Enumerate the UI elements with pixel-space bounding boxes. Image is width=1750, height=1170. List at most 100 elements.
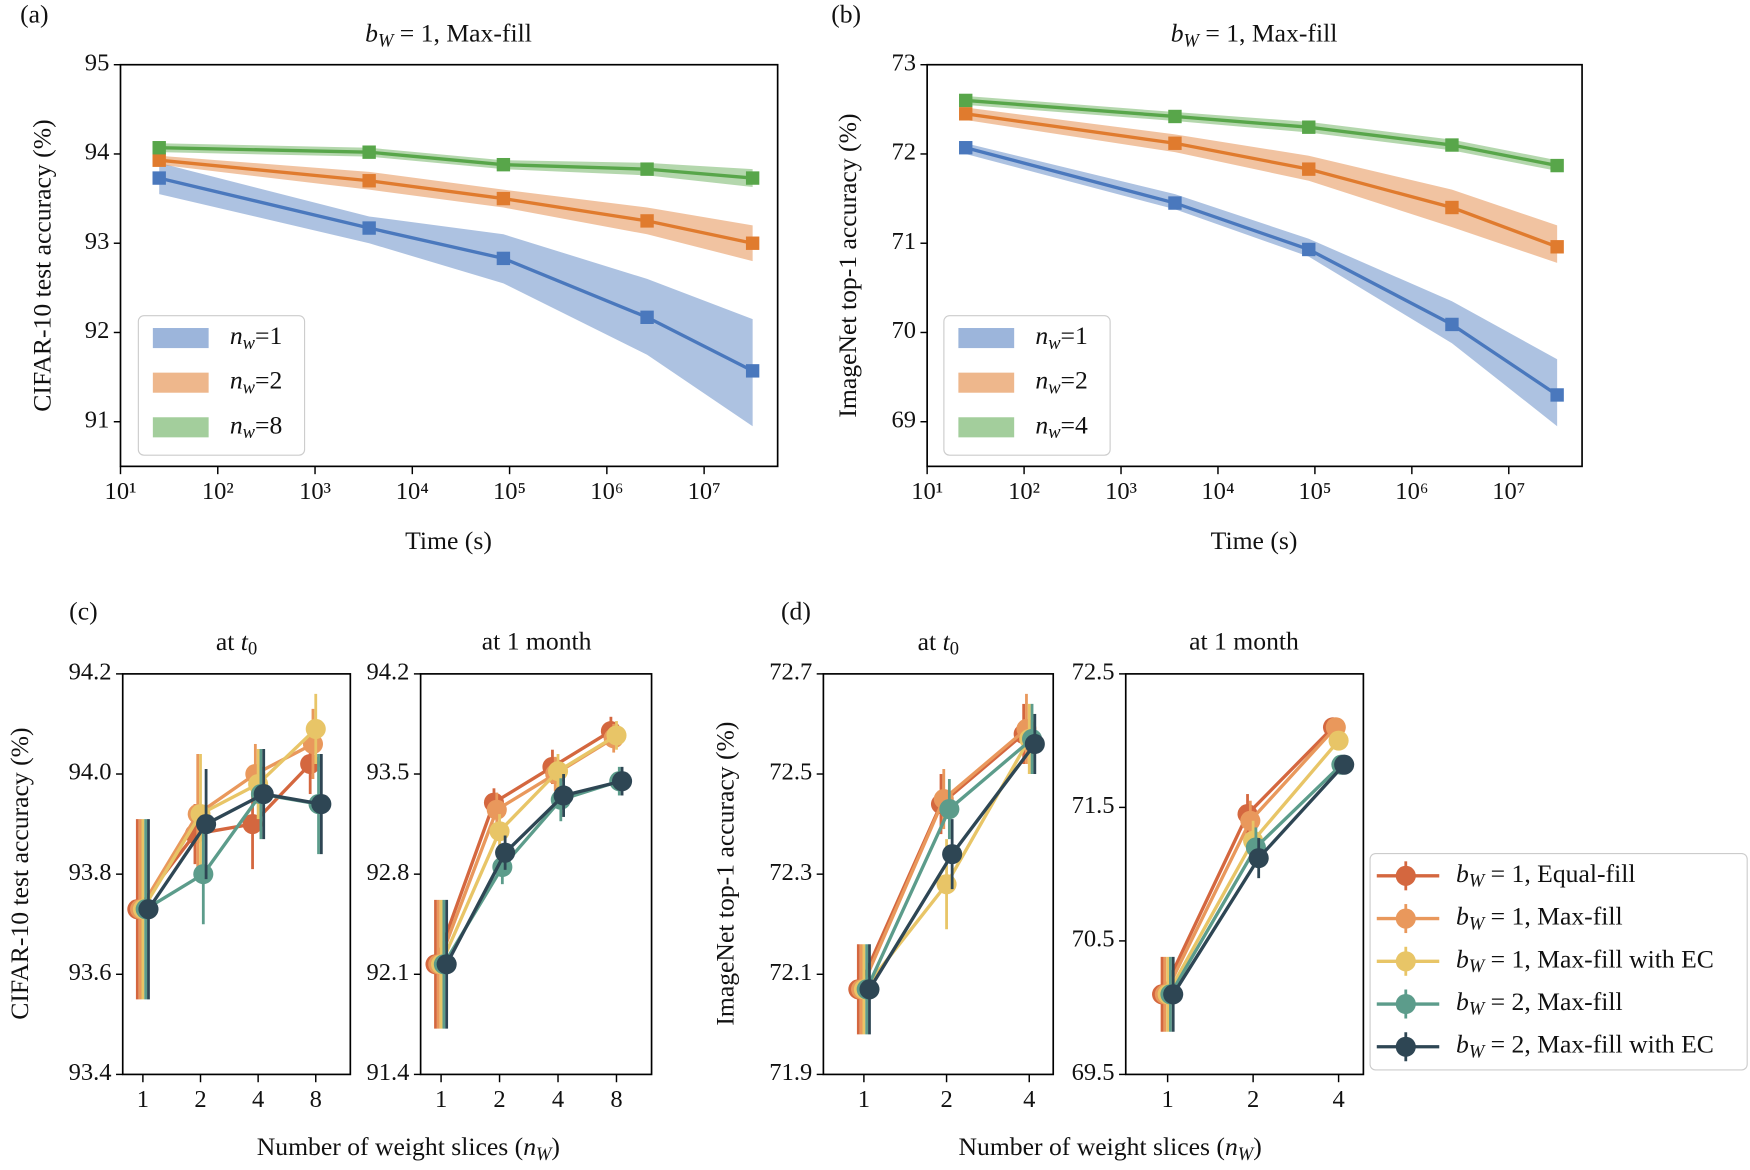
legend-swatch <box>152 372 209 393</box>
y-axis-label: ImageNet top-1 accuracy (%) <box>833 113 862 417</box>
x-tick-label: 1 <box>858 1086 870 1113</box>
x-tick-label: 10⁶ <box>590 478 623 505</box>
y-axis-label: ImageNet top-1 accuracy (%) <box>710 722 739 1026</box>
y-tick-label: 71.5 <box>1072 792 1115 819</box>
y-tick-label: 72.1 <box>769 959 812 986</box>
data-point <box>745 236 760 250</box>
y-tick-label: 94.2 <box>367 659 410 686</box>
panel-label: (c) <box>69 597 97 626</box>
data-point <box>959 93 973 108</box>
data-point <box>745 171 760 185</box>
x-axis-label: Time (s) <box>1211 526 1298 555</box>
legend-label: bW​ = 2, Max-fill with EC <box>1456 1030 1714 1062</box>
data-point <box>193 864 214 885</box>
y-tick-label: 70.5 <box>1072 926 1115 953</box>
data-point <box>486 799 507 820</box>
data-point <box>362 221 376 235</box>
y-tick-label: 72.7 <box>769 659 812 686</box>
data-point <box>436 954 457 975</box>
y-tick-label: 93.8 <box>69 859 112 886</box>
x-tick-label: 4 <box>252 1086 264 1113</box>
y-tick-label: 93.4 <box>69 1059 112 1086</box>
legend-label: bW​ = 1, Max-fill with EC <box>1456 944 1714 976</box>
data-point <box>606 725 627 746</box>
data-point <box>1168 136 1182 150</box>
y-tick-label: 91.4 <box>367 1059 410 1086</box>
y-tick-label: 94.0 <box>69 759 112 786</box>
legend-label: nw​=8 <box>230 410 282 442</box>
confidence-band <box>159 155 753 262</box>
y-tick-label: 92.8 <box>367 859 410 886</box>
y-tick-label: 71.9 <box>769 1059 812 1086</box>
y-tick-label: 94.2 <box>69 659 112 686</box>
x-tick-label: 10⁵ <box>1298 478 1331 505</box>
legend-marker <box>1395 908 1416 929</box>
data-point <box>1550 240 1564 254</box>
chart-title: at 1 month <box>482 627 592 656</box>
data-point <box>495 842 516 863</box>
data-point <box>745 364 760 378</box>
x-axis-label: Number of weight slices (nW​) <box>257 1132 560 1164</box>
y-tick-label: 94 <box>85 139 110 166</box>
x-tick-label: 2 <box>493 1086 505 1113</box>
data-point <box>547 761 569 782</box>
series-line <box>147 792 322 911</box>
chart-title: at 1 month <box>1189 627 1299 656</box>
legend-label: bW​ = 1, Equal-fill <box>1456 859 1636 891</box>
legend-marker <box>1395 951 1416 972</box>
x-tick-label: 10² <box>202 478 234 505</box>
data-point <box>1302 242 1316 257</box>
plot-frame <box>822 673 1055 1076</box>
data-point <box>1302 120 1316 134</box>
data-point <box>1163 984 1184 1005</box>
data-point <box>640 310 654 324</box>
data-point <box>496 157 511 172</box>
y-axis-label: CIFAR-10 test accuracy (%) <box>5 727 34 1019</box>
legend-swatch <box>152 417 209 438</box>
y-tick-label: 72.3 <box>769 859 812 886</box>
x-tick-label: 4 <box>1023 1086 1035 1113</box>
y-tick-label: 72.5 <box>769 759 812 786</box>
x-tick-label: 4 <box>1332 1086 1344 1113</box>
y-axis-label: CIFAR-10 test accuracy (%) <box>28 119 57 411</box>
panel-label: (d) <box>781 597 811 626</box>
series-line <box>141 727 317 911</box>
data-point <box>305 718 326 739</box>
x-tick-label: 10⁴ <box>1201 478 1234 505</box>
data-point <box>1328 730 1349 751</box>
legend-box <box>1369 852 1748 1071</box>
x-tick-label: 10⁵ <box>493 478 526 505</box>
legend-label: nw​=1 <box>230 321 282 353</box>
plot-frame <box>419 673 653 1076</box>
data-point <box>1168 196 1182 210</box>
legend-swatch <box>152 328 209 349</box>
chart-title: at t0​ <box>216 627 257 659</box>
y-tick-label: 92 <box>85 317 110 344</box>
data-point <box>1445 138 1459 152</box>
data-point <box>496 191 511 206</box>
legend-swatch <box>958 372 1015 393</box>
legend-label: bW​ = 1, Max-fill <box>1456 901 1623 933</box>
x-tick-label: 8 <box>610 1086 622 1113</box>
y-tick-label: 72 <box>891 139 916 166</box>
x-tick-label: 10³ <box>299 478 331 505</box>
data-point <box>640 214 654 228</box>
x-tick-label: 10⁴ <box>396 478 429 505</box>
x-tick-label: 10⁷ <box>688 478 721 505</box>
y-tick-label: 92.1 <box>367 959 410 986</box>
data-point <box>859 979 880 1000</box>
data-point <box>1168 109 1182 124</box>
data-point <box>1550 388 1564 402</box>
chart-title: bW​ = 1, Max-fill <box>365 19 532 51</box>
series-line <box>1171 763 1346 996</box>
data-point <box>939 799 960 820</box>
legend-marker <box>1395 993 1416 1015</box>
x-tick-label: 10¹ <box>911 478 943 505</box>
data-point <box>1334 754 1355 775</box>
data-point <box>253 784 274 805</box>
x-tick-label: 1 <box>1161 1086 1173 1113</box>
data-point <box>496 251 511 266</box>
data-point <box>152 141 166 155</box>
x-axis-label: Number of weight slices (nW​) <box>958 1132 1261 1164</box>
